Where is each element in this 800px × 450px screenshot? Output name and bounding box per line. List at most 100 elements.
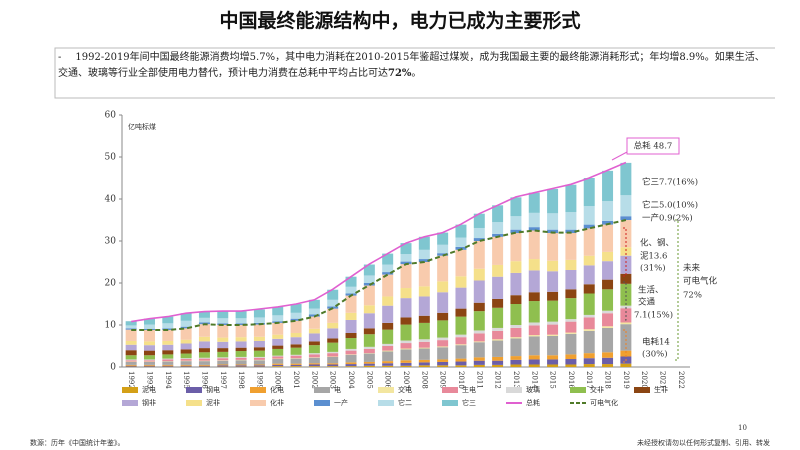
bar-segment — [455, 237, 467, 247]
bar-segment — [290, 320, 302, 333]
legend-swatch — [570, 387, 586, 393]
bar-segment — [308, 328, 320, 334]
bar-segment — [290, 337, 302, 345]
bar-segment — [272, 315, 284, 322]
x-tick-label: 1998 — [237, 371, 245, 389]
bar-segment — [143, 360, 155, 362]
bar-segment — [602, 352, 614, 358]
bar-segment — [162, 361, 174, 365]
bar-segment — [602, 251, 614, 262]
bar-segment — [235, 341, 247, 348]
bar-segment — [437, 281, 449, 293]
bar-segment — [382, 305, 394, 323]
bar-segment — [602, 279, 614, 290]
legend-swatch — [186, 387, 202, 393]
bar-segment — [455, 345, 467, 359]
bar-segment — [437, 244, 449, 254]
bar-segment — [473, 213, 485, 228]
bar-segment — [143, 364, 155, 366]
bar-segment — [272, 363, 284, 365]
bar-segment — [583, 284, 595, 294]
bar-segment — [565, 321, 577, 333]
bar-segment — [308, 299, 320, 309]
bar-segment — [363, 285, 375, 306]
bar-segment — [217, 351, 229, 358]
bar-segment — [290, 358, 302, 364]
bar-segment — [162, 354, 174, 359]
bar-segment — [290, 364, 302, 367]
annotation: (31%) — [640, 263, 666, 274]
bar-segment — [547, 364, 559, 367]
annotation: 一产0.9(2%) — [642, 213, 693, 224]
bar-segment — [473, 280, 485, 303]
bar-segment — [345, 348, 357, 351]
bar-segment — [143, 345, 155, 351]
annotation: (30%) — [642, 349, 668, 360]
bar-segment — [583, 228, 595, 256]
bar-segment — [418, 339, 430, 342]
bar-segment — [473, 241, 485, 269]
annotation: 它三7.7(16%) — [642, 177, 698, 188]
legend-swatch — [442, 400, 458, 406]
bar-segment — [455, 337, 467, 345]
bar-segment — [510, 197, 522, 217]
bar-segment — [235, 357, 247, 360]
bar-segment — [272, 322, 284, 335]
bar-segment — [473, 360, 485, 365]
bar-segment — [162, 316, 174, 324]
annotation-bracket — [623, 227, 627, 277]
bar-segment — [473, 311, 485, 331]
bar-segment — [400, 254, 412, 262]
bar-segment — [400, 261, 412, 265]
x-tick-label: 2021 — [659, 371, 667, 389]
x-tick-label: 2003 — [329, 371, 337, 389]
bar-segment — [345, 319, 357, 333]
bar-segment — [620, 322, 632, 325]
bar-segment — [162, 323, 174, 329]
bar-segment — [217, 311, 229, 319]
legend-swatch — [122, 400, 138, 406]
x-tick-label: 1996 — [200, 371, 208, 389]
bar-segment — [528, 359, 540, 365]
bar-segment — [217, 325, 229, 338]
bar-segment — [180, 364, 192, 366]
bar-segment — [510, 364, 522, 367]
bar-segment — [143, 350, 155, 356]
bar-segment — [382, 350, 394, 352]
bar-segment — [198, 361, 210, 365]
bar-segment — [528, 325, 540, 336]
bar-segment — [180, 358, 192, 360]
bar-segment — [363, 348, 375, 354]
bar-segment — [583, 314, 595, 318]
bar-segment — [143, 355, 155, 360]
bar-segment — [418, 286, 430, 297]
bar-segment — [290, 366, 302, 367]
bar-segment — [400, 264, 412, 289]
legend-swatch — [314, 400, 330, 406]
bar-segment — [235, 311, 247, 319]
bar-segment — [455, 249, 467, 277]
bar-segment — [143, 361, 155, 365]
bar-segment — [180, 343, 192, 350]
bar-segment — [547, 291, 559, 301]
bar-segment — [547, 213, 559, 230]
bar-segment — [272, 366, 284, 367]
x-tick-label: 1997 — [219, 371, 227, 389]
bar-segment — [345, 286, 357, 294]
bar-segment — [437, 347, 449, 360]
bar-segment — [602, 327, 614, 353]
y-unit: 亿吨标煤 — [128, 122, 156, 131]
legend-swatch — [122, 387, 138, 393]
legend-swatch — [250, 400, 266, 406]
x-tick-label: 2015 — [549, 371, 557, 389]
bar-segment — [492, 298, 504, 308]
bar-segment — [253, 324, 265, 337]
bar-segment — [437, 365, 449, 367]
bar-segment — [308, 364, 320, 367]
bar-segment — [547, 300, 559, 322]
bar-segment — [143, 359, 155, 361]
bar-segment — [547, 229, 559, 234]
bar-segment — [235, 318, 247, 324]
y-tick-label: 20 — [105, 279, 117, 289]
bar-segment — [455, 316, 467, 335]
